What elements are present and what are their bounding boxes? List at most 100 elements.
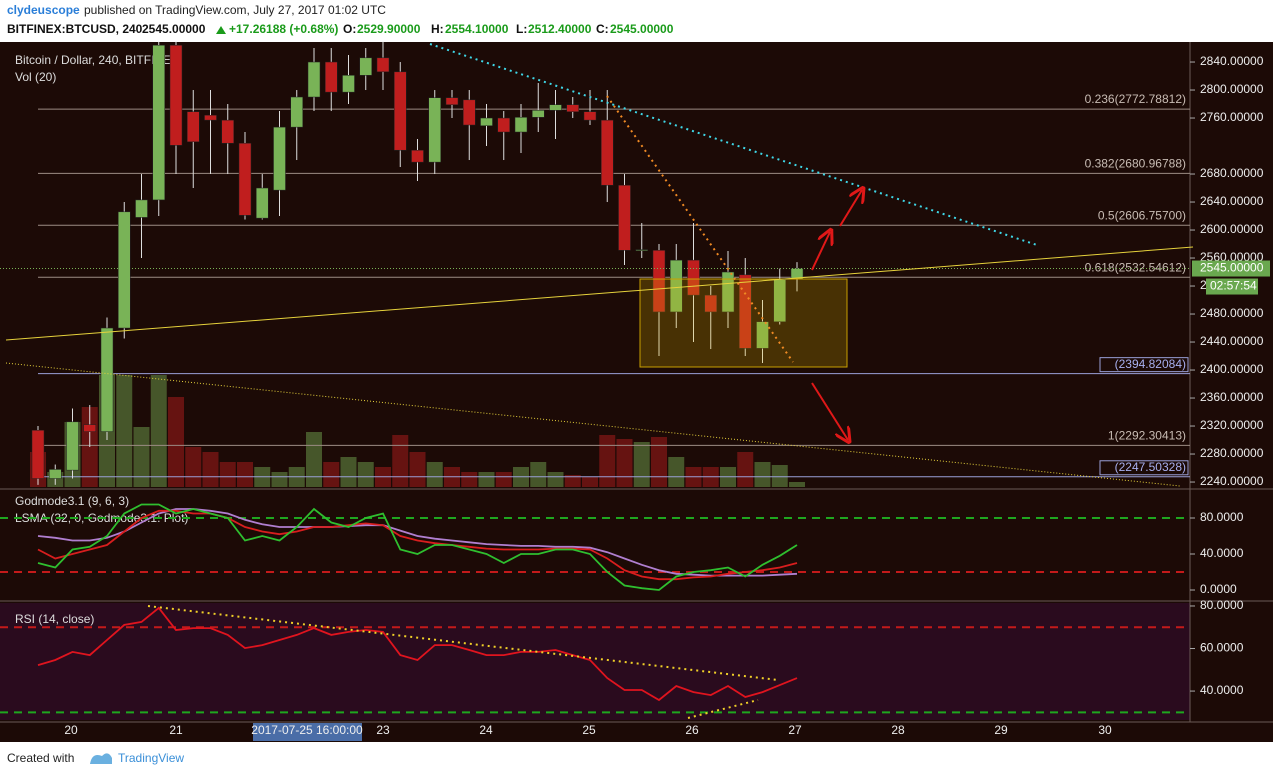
y-tick-label: 2320.00000 bbox=[1200, 418, 1264, 432]
up-arrow bbox=[216, 26, 226, 34]
close-label: C: bbox=[596, 22, 609, 36]
close: 2545.00000 bbox=[610, 22, 674, 36]
rsi-trendline bbox=[147, 605, 779, 681]
x-tick-label: 23 bbox=[376, 723, 390, 737]
godmode-title: Godmode3.1 (9, 6, 3) bbox=[15, 494, 129, 508]
x-tick-label: 20 bbox=[64, 723, 78, 737]
candle-body bbox=[307, 61, 321, 98]
volume-bar bbox=[547, 472, 564, 487]
countdown: 02:57:54 bbox=[1210, 279, 1257, 293]
candle-body bbox=[66, 421, 79, 471]
y-tick-label: 2280.00000 bbox=[1200, 446, 1264, 460]
created-with: Created with bbox=[7, 751, 74, 765]
last: 2545.00000 bbox=[142, 22, 206, 36]
candle-body bbox=[342, 75, 355, 93]
x-tick-label: 21 bbox=[169, 723, 183, 737]
rsi-title: RSI (14, close) bbox=[15, 612, 94, 626]
fib-label: (2394.82084) bbox=[1115, 357, 1186, 371]
candle-body bbox=[290, 96, 303, 128]
volume-bar bbox=[616, 439, 633, 487]
candle-body bbox=[549, 104, 562, 111]
fib-label: 0.618(2532.54612) bbox=[1085, 260, 1186, 274]
y-tick-label: 40.0000 bbox=[1200, 546, 1244, 560]
volume-bar bbox=[219, 462, 236, 487]
volume-bar bbox=[306, 432, 322, 487]
x-tick-label: 26 bbox=[685, 723, 699, 737]
volume-bar bbox=[651, 437, 667, 487]
y-tick-label: 40.0000 bbox=[1200, 683, 1244, 697]
candle-body bbox=[704, 294, 717, 313]
y-tick-label: 2640.00000 bbox=[1200, 194, 1264, 208]
symbol: BITFINEX:BTCUSD, 240 bbox=[7, 22, 143, 36]
volume-bar bbox=[426, 462, 443, 487]
change: +17.26188 (+0.68%) bbox=[229, 22, 338, 36]
volume-bar bbox=[771, 465, 788, 487]
low-label: L: bbox=[516, 22, 527, 36]
logo bbox=[90, 753, 112, 764]
x-tick-label: 25 bbox=[582, 723, 596, 737]
candle-body bbox=[49, 469, 62, 479]
volume-bar bbox=[461, 472, 478, 487]
x-tick-label: 24 bbox=[479, 723, 493, 737]
y-tick-label: 2840.00000 bbox=[1200, 54, 1264, 68]
candle-body bbox=[238, 142, 252, 216]
fib-label: 1(2292.30413) bbox=[1108, 429, 1186, 443]
volume-bar bbox=[478, 472, 495, 487]
volume-bar bbox=[392, 435, 409, 487]
countdown-tag bbox=[1206, 278, 1258, 295]
volume-bar bbox=[633, 442, 650, 487]
candle-body bbox=[428, 97, 441, 163]
volume-bar bbox=[271, 472, 288, 487]
indicator-line bbox=[37, 606, 798, 702]
volume-bar bbox=[237, 462, 253, 487]
trendline bbox=[606, 95, 794, 363]
candle-body bbox=[635, 249, 648, 251]
arrow bbox=[811, 232, 830, 271]
candle-body bbox=[739, 274, 752, 349]
volume-bar bbox=[789, 482, 805, 487]
x-tick-label: 28 bbox=[891, 723, 905, 737]
y-tick-label: 80.0000 bbox=[1200, 598, 1244, 612]
volume-bar bbox=[599, 435, 616, 487]
trendline bbox=[429, 43, 1038, 246]
brand[interactable]: TradingView bbox=[118, 751, 184, 765]
candle-body bbox=[135, 199, 148, 218]
volume-bar bbox=[150, 375, 167, 487]
candle-body bbox=[532, 110, 545, 118]
candle-body bbox=[359, 57, 372, 76]
y-tick-label: 2800.00000 bbox=[1200, 82, 1264, 96]
volume-bar bbox=[133, 427, 150, 487]
candle-body bbox=[445, 97, 459, 105]
indicator-line bbox=[37, 509, 798, 581]
candle-body bbox=[31, 429, 45, 479]
candle-body bbox=[325, 61, 338, 93]
candle-body bbox=[652, 250, 666, 313]
y-tick-label: 0.0000 bbox=[1200, 582, 1237, 596]
published: published on TradingView.com, July 27, 2… bbox=[84, 3, 386, 17]
y-tick-label: 2760.00000 bbox=[1200, 110, 1264, 124]
candle-body bbox=[376, 57, 390, 73]
price-title: Bitcoin / Dollar, 240, BITFINEX bbox=[15, 53, 179, 67]
y-tick-label: 2440.00000 bbox=[1200, 334, 1264, 348]
candle-body bbox=[756, 321, 769, 349]
candle-body bbox=[463, 99, 476, 126]
volume-bar bbox=[495, 472, 512, 487]
candle-body bbox=[273, 126, 286, 191]
x-tick-label: 27 bbox=[788, 723, 802, 737]
candle-body bbox=[169, 44, 183, 146]
candle-body bbox=[187, 111, 200, 143]
volume-bar bbox=[737, 452, 754, 487]
volume-bar bbox=[582, 477, 598, 487]
open-label: O: bbox=[343, 22, 356, 36]
volume-bar bbox=[564, 475, 581, 487]
last-price-label: 2545.00000 bbox=[1200, 261, 1264, 275]
volume-bar bbox=[668, 457, 685, 487]
candle-body bbox=[583, 111, 597, 121]
candle-body bbox=[514, 117, 528, 133]
candle-body bbox=[601, 119, 614, 186]
footer-bg bbox=[0, 742, 1273, 776]
author[interactable]: clydeuscope bbox=[7, 3, 80, 17]
candle-body bbox=[618, 184, 631, 251]
volume-bar bbox=[185, 447, 202, 487]
